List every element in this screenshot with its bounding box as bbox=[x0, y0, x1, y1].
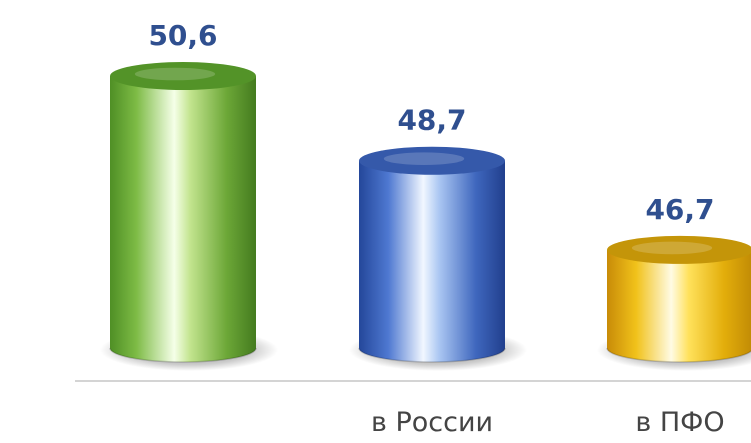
category-label-3: в ПФО bbox=[635, 407, 724, 438]
category-label-2: в России bbox=[371, 407, 493, 438]
bar-top-cap-highlight bbox=[135, 68, 215, 81]
data-label-1: 50,6 bbox=[148, 19, 217, 52]
data-label-2: 48,7 bbox=[397, 104, 466, 137]
bar-top-cap-highlight bbox=[384, 152, 464, 165]
bar-3 bbox=[597, 236, 751, 371]
bar-1 bbox=[100, 62, 278, 371]
bar-body bbox=[359, 161, 505, 362]
bar-2 bbox=[349, 147, 527, 371]
bar-top-cap-highlight bbox=[632, 242, 712, 255]
data-label-3: 46,7 bbox=[645, 193, 714, 226]
bar-body bbox=[607, 250, 751, 362]
bar-body bbox=[110, 76, 256, 362]
